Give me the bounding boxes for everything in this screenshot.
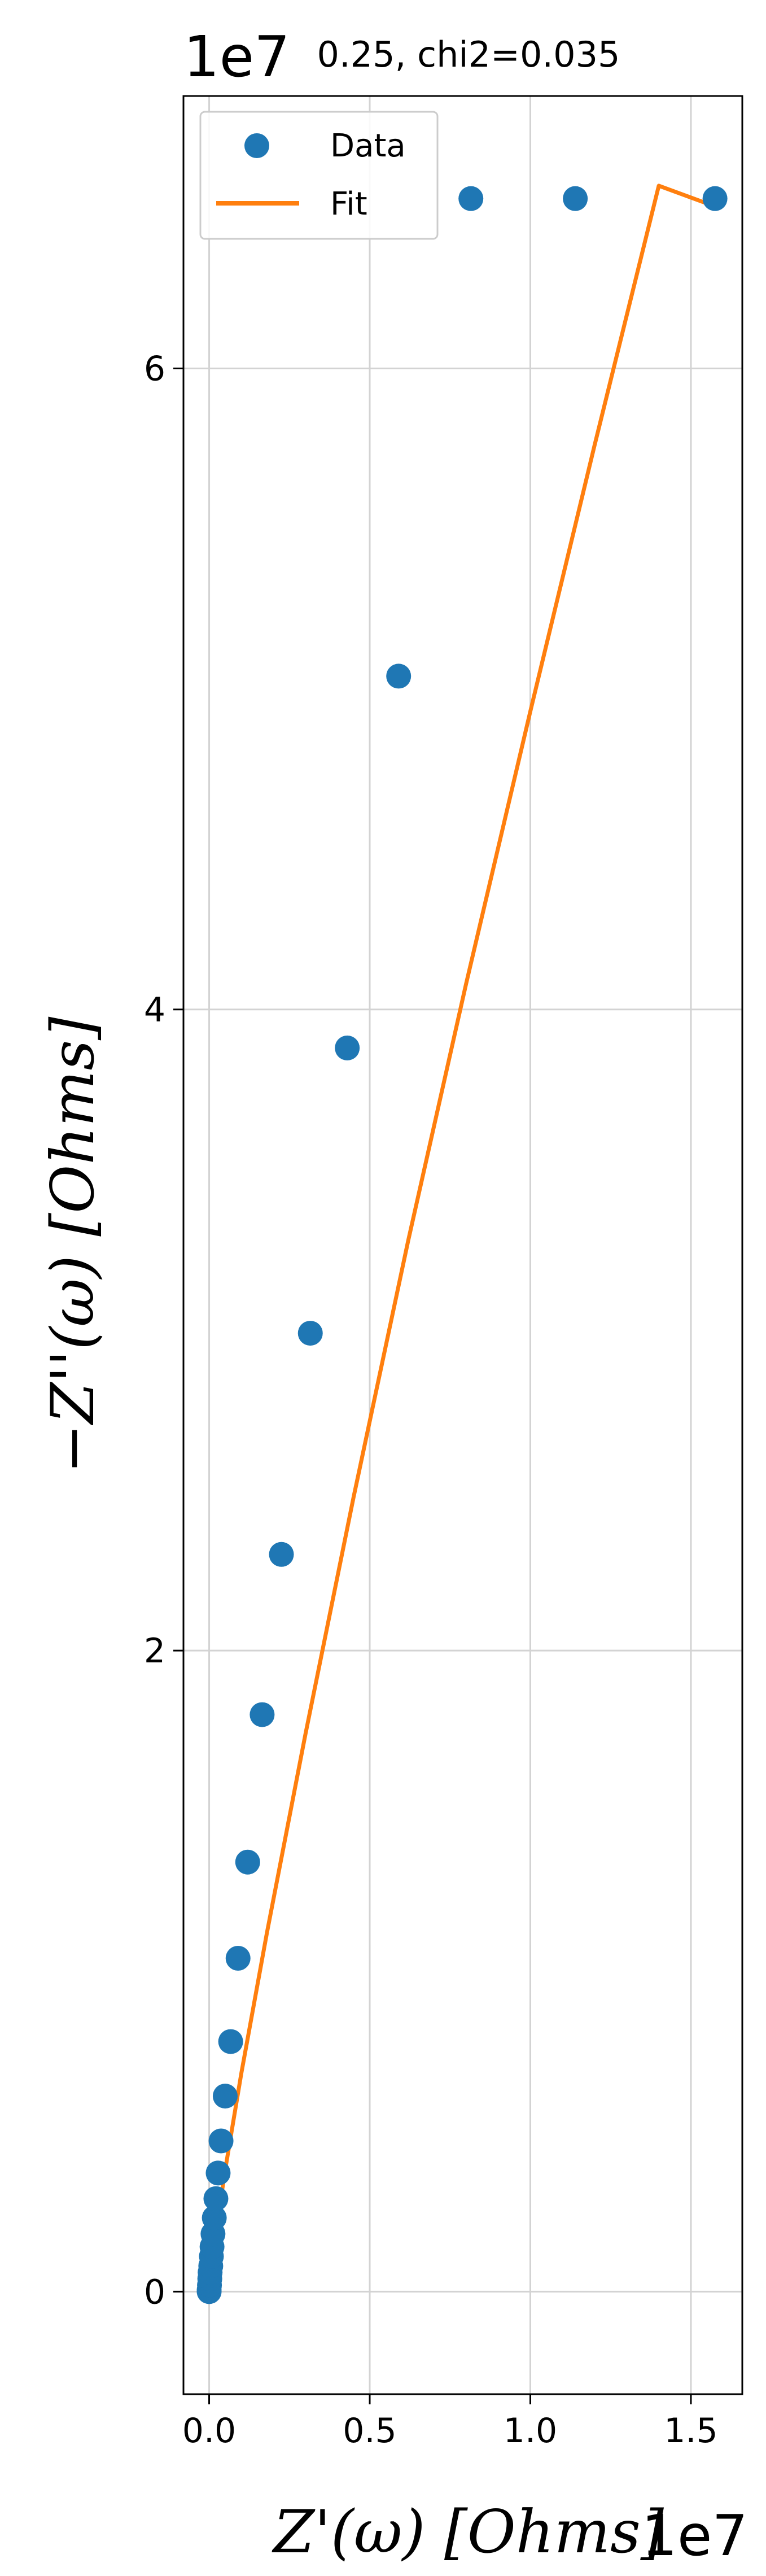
data-point [335, 1035, 360, 1060]
data-point [458, 186, 484, 211]
data-point [212, 2084, 238, 2109]
data-point [205, 2160, 231, 2186]
data-series [196, 186, 728, 2304]
data-point [297, 1321, 323, 1346]
data-point [386, 663, 412, 689]
data-point [218, 2029, 243, 2054]
y-offset-label: 1e7 [183, 24, 290, 90]
data-point [225, 1946, 251, 1971]
data-point [563, 186, 588, 211]
y-tick-label: 4 [144, 990, 165, 1030]
y-tick-label: 6 [144, 349, 165, 388]
data-point [250, 1702, 275, 1727]
legend-data-label: Data [330, 128, 406, 164]
y-tick-label: 2 [144, 1631, 165, 1671]
data-point [202, 2205, 227, 2230]
x-tick-label: 0.0 [182, 2411, 236, 2451]
x-tick-label: 0.5 [343, 2411, 396, 2451]
data-point [702, 186, 728, 211]
chart-title: 0.25, chi2=0.035 [317, 34, 620, 75]
fit-series [207, 184, 721, 2292]
data-point [269, 1542, 294, 1567]
y-tick-label: 0 [144, 2272, 165, 2312]
legend-fit-label: Fit [330, 186, 367, 222]
x-tick-label: 1.5 [664, 2411, 717, 2451]
data-point [235, 1849, 260, 1875]
grid-lines [183, 96, 742, 2394]
legend: Data Fit [199, 111, 439, 240]
y-axis-label: −Z''(ω) [Ohms] [38, 1016, 107, 1474]
data-point [203, 2186, 229, 2211]
x-tick-label: 1.0 [504, 2411, 557, 2451]
fit-line [207, 184, 721, 2292]
legend-data-marker [244, 133, 269, 158]
tick-labels: 0.0 0.5 1.0 1.5 0 2 4 6 [144, 349, 718, 2451]
x-axis-label: Z'(ω) [Ohms] [272, 2498, 664, 2566]
x-offset-label: 1e7 [641, 2503, 748, 2569]
data-point [208, 2128, 234, 2154]
plot-frame [182, 95, 743, 2395]
